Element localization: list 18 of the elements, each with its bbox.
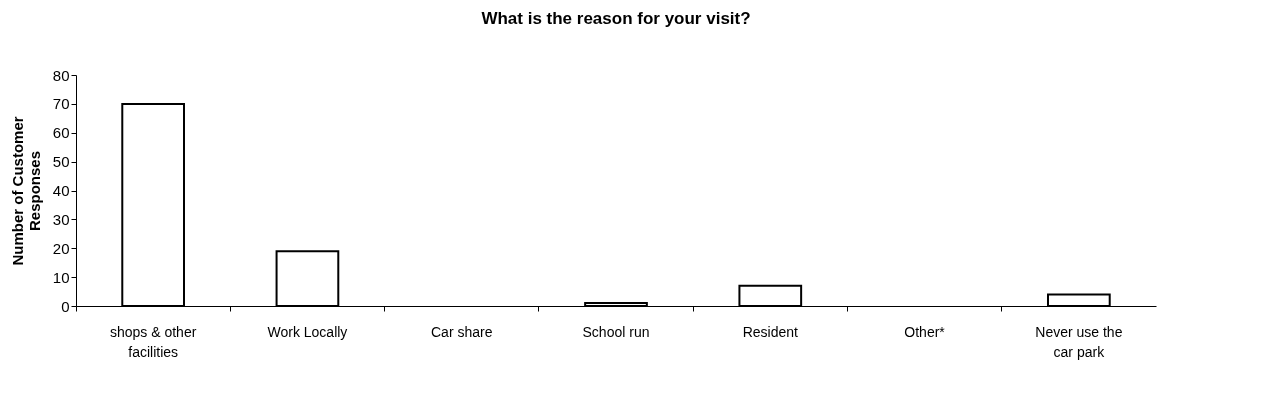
y-tick-label: 60 [52,124,70,142]
chart-title: What is the reason for your visit? [481,9,751,28]
x-tick-label: School run [582,323,650,340]
y-tick-label: 70 [52,95,70,113]
x-tick-label: shops & other facilities [109,323,197,360]
y-tick-label: 30 [52,210,70,228]
y-tick-label: 10 [52,268,70,286]
x-tick-label: Never use the car park [1035,323,1123,360]
y-tick-label: 20 [52,239,70,257]
x-tick-label: Work Locally [267,323,348,340]
x-tick-label: Car share [430,323,493,340]
x-tick-label: Resident [742,323,799,340]
y-axis-title: Number of Customer Responses [8,116,43,266]
y-tick-label: 80 [52,66,70,84]
y-tick-label: 50 [52,153,70,171]
y-tick-label: 0 [61,297,70,315]
y-tick-label: 40 [52,182,70,199]
x-tick-label: Other* [904,323,946,340]
